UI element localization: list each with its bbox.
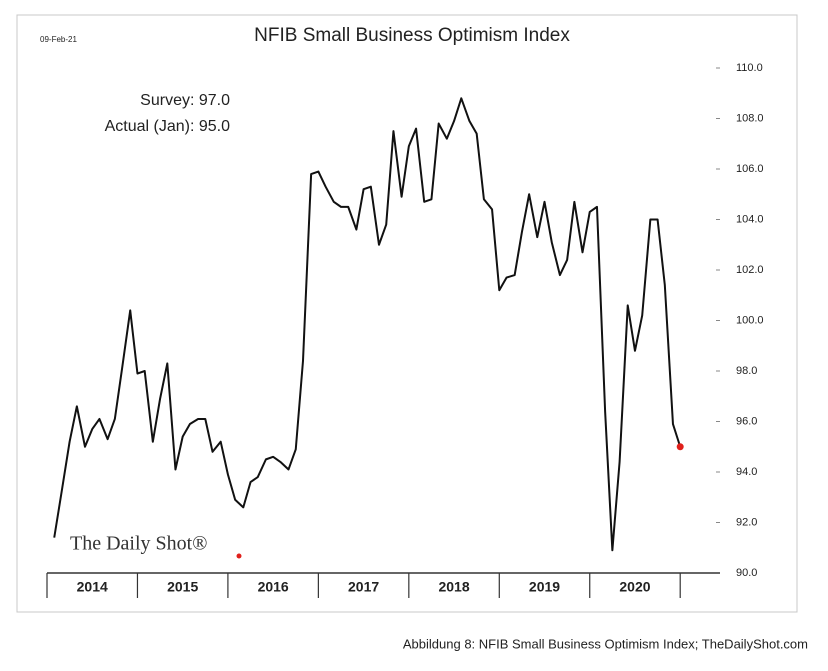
line-series — [53, 97, 682, 552]
x-tick-label: 2016 — [258, 579, 289, 595]
watermark-dot — [236, 553, 242, 559]
y-tick-label: 90.0 — [736, 567, 757, 579]
y-tick-label: 100.0 — [736, 314, 764, 326]
annotation: Actual (Jan): 95.0 — [105, 118, 231, 135]
x-tick-label: 2014 — [77, 579, 108, 595]
x-tick-label: 2018 — [438, 579, 469, 595]
y-tick-label: 98.0 — [736, 365, 757, 377]
chart-title: NFIB Small Business Optimism Index — [254, 25, 570, 46]
x-tick-label: 2020 — [619, 579, 650, 595]
y-tick-label: 106.0 — [736, 163, 764, 175]
x-tick-label: 2019 — [529, 579, 560, 595]
annotation: Survey: 97.0 — [140, 92, 230, 109]
caption: Abbildung 8: NFIB Small Business Optimis… — [403, 636, 808, 651]
date-label: 09-Feb-21 — [40, 35, 77, 44]
y-tick-label: 104.0 — [736, 213, 764, 225]
y-tick-label: 108.0 — [736, 112, 764, 124]
y-tick-label: 94.0 — [736, 466, 757, 478]
y-tick-label: 92.0 — [736, 516, 757, 528]
last-point — [676, 443, 684, 451]
watermark: The Daily Shot® — [70, 533, 207, 555]
chart-frame — [16, 14, 798, 613]
y-tick-label: 110.0 — [736, 62, 763, 74]
y-tick-label: 102.0 — [736, 264, 764, 276]
x-tick-label: 2015 — [167, 579, 198, 595]
x-tick-label: 2017 — [348, 579, 379, 595]
y-tick-label: 96.0 — [736, 415, 757, 427]
